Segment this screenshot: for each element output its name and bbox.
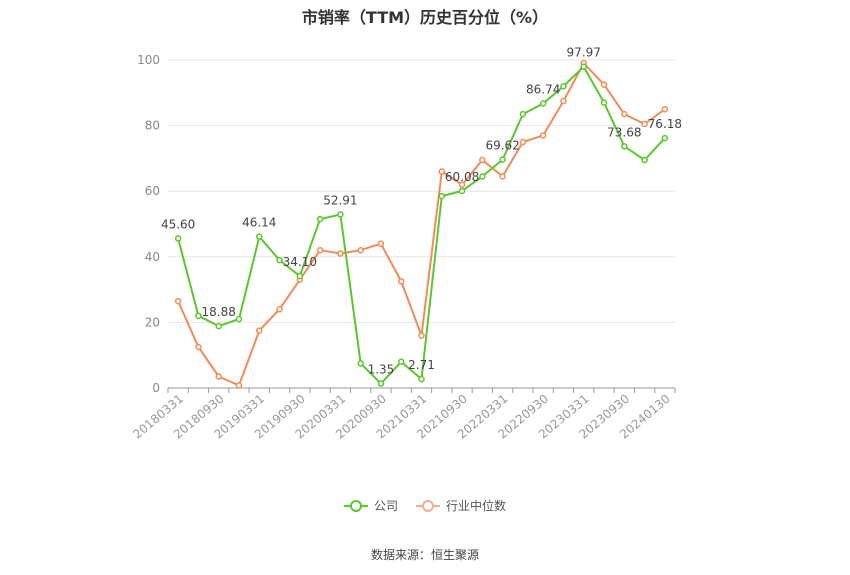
data-point-industry-median [560,97,567,105]
y-tick-label: 80 [145,119,160,133]
data-point-company [458,187,466,195]
data-point-industry-median [621,110,628,118]
data-point-company [256,233,263,240]
data-point-company [580,63,587,70]
data-point-industry-median [174,297,182,305]
data-point-company [235,315,243,323]
data-label: 73.68 [607,125,641,139]
data-point-company [377,380,385,387]
data-point-company [397,358,405,366]
data-point-industry-median [195,343,202,351]
data-label: 97.97 [567,46,601,60]
data-label: 2.71 [408,358,435,372]
data-label: 46.14 [242,216,276,230]
data-point-industry-median [661,105,669,113]
data-point-industry-median [641,120,648,128]
y-tick-label: 0 [152,381,160,395]
data-label: 76.18 [648,117,682,131]
data-point-company [418,375,425,383]
data-point-company [337,211,344,218]
data-point-company [174,235,182,242]
data-point-industry-median [438,168,446,175]
data-point-company [621,143,628,150]
data-label: 45.60 [161,217,195,231]
data-point-industry-median [337,250,344,257]
data-point-industry-median [519,138,527,146]
data-label: 18.88 [202,305,236,319]
data-point-industry-median [276,306,283,313]
data-point-industry-median [499,173,506,180]
chart-title: 市销率（TTM）历史百分位（%） [301,8,549,27]
data-label: 34.10 [283,255,317,269]
data-label: 60.08 [445,170,479,184]
data-point-industry-median [397,278,405,285]
data-point-company [215,322,222,330]
data-point-company [519,110,527,118]
legend-swatch-industry-median [416,499,440,512]
data-point-industry-median [215,373,222,380]
data-point-company [195,312,202,320]
data-point-industry-median [316,246,324,254]
data-point-company [661,134,669,142]
data-point-industry-median [256,327,263,334]
y-tick-label: 100 [137,53,160,67]
data-label: 1.35 [368,363,395,377]
data-point-company [600,99,608,106]
data-source: 数据来源：恒生聚源 [370,548,479,562]
data-label: 52.91 [323,193,357,207]
legend-label-company: 公司 [373,499,398,513]
data-point-company [560,82,567,90]
data-point-company [438,192,446,200]
data-point-industry-median [600,81,608,88]
y-tick-label: 20 [145,315,160,329]
data-point-company [479,173,486,180]
data-point-company [316,215,324,223]
data-point-industry-median [357,246,364,254]
data-point-company [357,360,364,367]
legend-swatch-company [343,499,368,512]
legend-label-industry-median: 行业中位数 [446,499,507,513]
data-point-company [539,100,547,107]
y-tick-label: 60 [145,184,160,198]
data-point-industry-median [418,332,425,339]
data-point-company [499,156,506,163]
legend-item-company[interactable]: 公司 [343,497,398,514]
data-point-industry-median [539,132,547,139]
data-point-company [296,272,304,280]
legend-item-industry-median[interactable]: 行业中位数 [416,497,506,514]
data-label: 69.62 [485,139,519,153]
y-tick-label: 40 [145,250,160,264]
data-point-industry-median [458,181,466,188]
data-point-company [641,156,648,164]
data-point-industry-median [235,382,243,389]
data-point-company [276,256,283,264]
data-label: 86.74 [526,82,560,96]
data-point-industry-median [377,240,385,247]
data-point-industry-median [479,156,486,164]
chart-legend: 公司 行业中位数 [0,497,850,514]
